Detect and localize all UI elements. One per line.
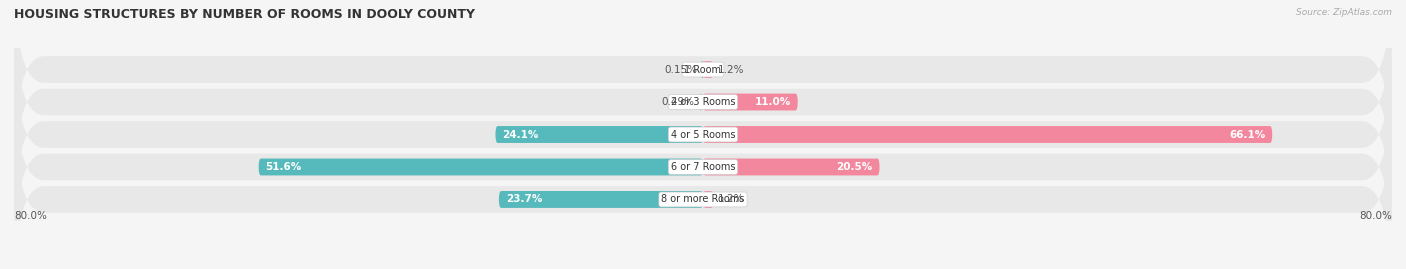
Text: 24.1%: 24.1% bbox=[502, 129, 538, 140]
Text: 1.2%: 1.2% bbox=[717, 194, 744, 204]
Text: 8 or more Rooms: 8 or more Rooms bbox=[661, 194, 745, 204]
Text: 51.6%: 51.6% bbox=[266, 162, 302, 172]
Text: 4 or 5 Rooms: 4 or 5 Rooms bbox=[671, 129, 735, 140]
Text: 20.5%: 20.5% bbox=[837, 162, 873, 172]
Text: 80.0%: 80.0% bbox=[14, 211, 46, 221]
Text: 80.0%: 80.0% bbox=[1360, 211, 1392, 221]
FancyBboxPatch shape bbox=[703, 126, 1272, 143]
Text: 1.2%: 1.2% bbox=[717, 65, 744, 75]
Text: Source: ZipAtlas.com: Source: ZipAtlas.com bbox=[1296, 8, 1392, 17]
Text: HOUSING STRUCTURES BY NUMBER OF ROOMS IN DOOLY COUNTY: HOUSING STRUCTURES BY NUMBER OF ROOMS IN… bbox=[14, 8, 475, 21]
Text: 23.7%: 23.7% bbox=[506, 194, 543, 204]
FancyBboxPatch shape bbox=[495, 126, 703, 143]
Text: 0.49%: 0.49% bbox=[661, 97, 695, 107]
FancyBboxPatch shape bbox=[703, 158, 880, 175]
Text: 0.15%: 0.15% bbox=[665, 65, 697, 75]
FancyBboxPatch shape bbox=[703, 191, 713, 208]
FancyBboxPatch shape bbox=[14, 2, 1392, 202]
FancyBboxPatch shape bbox=[700, 61, 704, 78]
Text: 66.1%: 66.1% bbox=[1229, 129, 1265, 140]
FancyBboxPatch shape bbox=[703, 94, 797, 111]
FancyBboxPatch shape bbox=[699, 94, 703, 111]
FancyBboxPatch shape bbox=[14, 99, 1392, 269]
FancyBboxPatch shape bbox=[259, 158, 703, 175]
Text: 2 or 3 Rooms: 2 or 3 Rooms bbox=[671, 97, 735, 107]
FancyBboxPatch shape bbox=[14, 67, 1392, 267]
FancyBboxPatch shape bbox=[14, 0, 1392, 170]
Text: 1 Room: 1 Room bbox=[685, 65, 721, 75]
FancyBboxPatch shape bbox=[499, 191, 703, 208]
FancyBboxPatch shape bbox=[703, 61, 713, 78]
Text: 11.0%: 11.0% bbox=[755, 97, 790, 107]
FancyBboxPatch shape bbox=[14, 34, 1392, 235]
Text: 6 or 7 Rooms: 6 or 7 Rooms bbox=[671, 162, 735, 172]
